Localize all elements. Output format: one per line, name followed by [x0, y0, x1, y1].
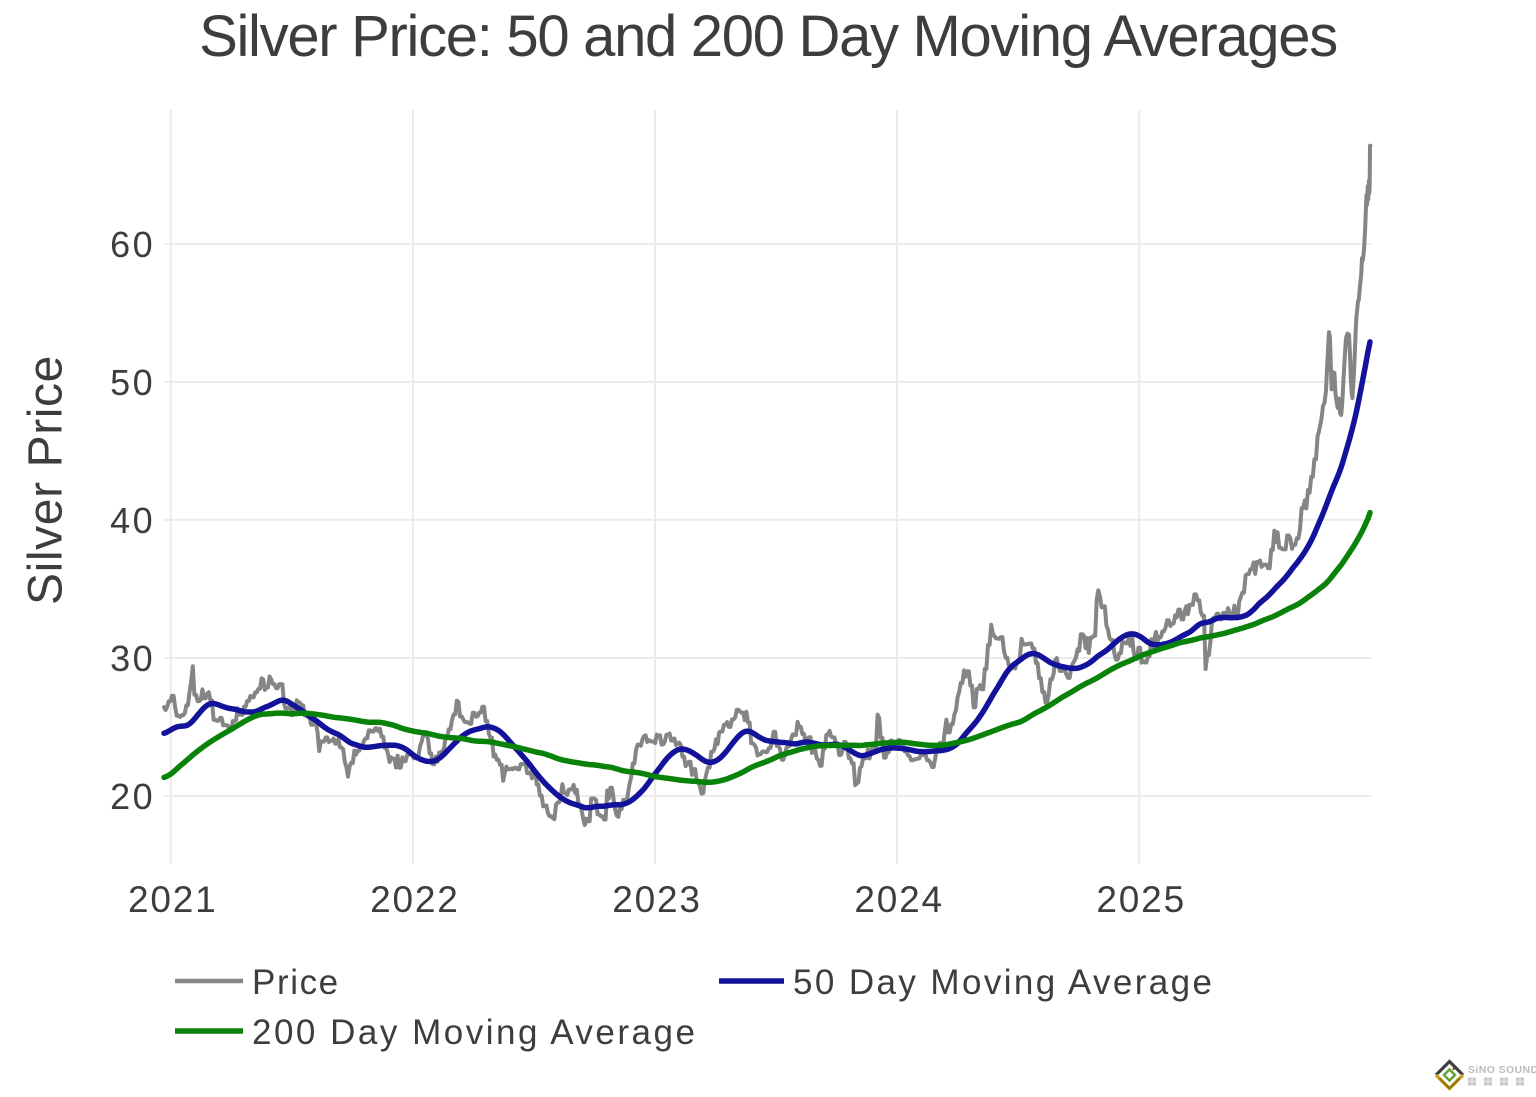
svg-text:SiNO SOUND: SiNO SOUND	[1468, 1064, 1536, 1076]
